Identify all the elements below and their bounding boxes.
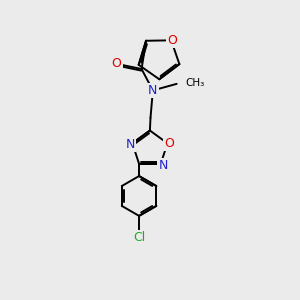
Text: N: N [158,159,168,172]
Text: O: O [164,137,174,150]
Text: O: O [167,34,177,47]
Text: O: O [112,58,122,70]
Text: CH₃: CH₃ [185,78,204,88]
Text: N: N [125,138,135,151]
Text: Cl: Cl [133,231,145,244]
Text: N: N [148,84,158,97]
